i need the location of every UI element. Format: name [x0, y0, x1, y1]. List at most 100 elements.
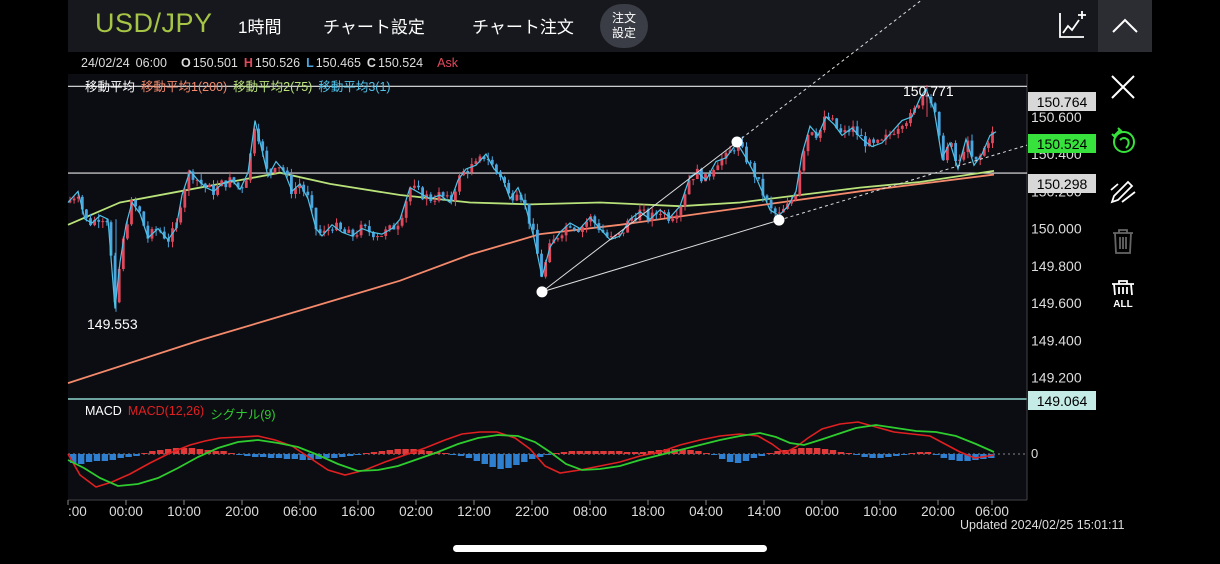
candle-body	[76, 196, 80, 199]
channel-anchor-point-2	[773, 214, 785, 226]
x-tick-label: 04:00	[689, 504, 723, 519]
timeframe-button[interactable]: 1時間	[238, 18, 282, 37]
ma-legend: 移動平均 移動平均1(200) 移動平均2(75) 移動平均3(1)	[85, 76, 391, 95]
high-label: H	[243, 56, 253, 70]
info-time: 06:00	[135, 56, 167, 70]
channel-upper-extension	[736, 0, 923, 143]
macd-histogram-bar	[956, 454, 963, 461]
trash-all-icon[interactable]: ALL	[1104, 275, 1142, 313]
pencil-draw-icon[interactable]	[1104, 172, 1142, 210]
macd-histogram-bar	[441, 453, 449, 454]
macd-histogram-bar	[331, 454, 338, 458]
candle-body	[950, 143, 953, 147]
candle-body	[704, 174, 707, 182]
ma2-path	[67, 169, 995, 226]
candle-body	[335, 222, 338, 231]
candle-body	[556, 238, 560, 240]
candle-body	[134, 200, 137, 207]
candle-body	[314, 207, 318, 230]
y-tick-label: 149.800	[1031, 258, 1082, 274]
candle-body	[794, 195, 798, 200]
candle-body	[367, 226, 371, 233]
candles	[67, 84, 997, 312]
macd-histogram-bar	[236, 454, 243, 455]
trash-all-label: ALL	[1113, 299, 1132, 309]
close-icon[interactable]	[1104, 68, 1142, 106]
macd-histogram-bar	[370, 452, 378, 454]
candle-body	[355, 235, 359, 237]
low-label: L	[306, 56, 314, 70]
candle-body	[970, 140, 974, 157]
macd-histogram-bar	[457, 454, 465, 456]
macd-histogram-bar	[267, 454, 275, 458]
chevron-up-icon[interactable]	[1098, 0, 1152, 52]
candle-body	[724, 152, 728, 159]
macd-histogram-bar	[489, 454, 496, 467]
magnet-icon[interactable]	[1104, 122, 1142, 160]
macd-histogram-bar	[964, 454, 971, 461]
macd-histogram-bar	[932, 454, 940, 455]
candle-body	[130, 200, 133, 225]
macd-histogram-bar	[600, 451, 607, 454]
candle-body	[716, 165, 720, 171]
chart-add-icon[interactable]	[1058, 11, 1086, 39]
candle-body	[265, 150, 269, 169]
macd-histogram-bar	[742, 454, 750, 461]
candle-body	[585, 221, 588, 227]
macd-histogram-bar	[149, 451, 156, 454]
symbol-title[interactable]: USD/JPY	[95, 8, 213, 38]
order-settings-label-1: 注文	[611, 11, 636, 25]
macd-histogram-bar	[647, 451, 655, 454]
macd-histogram-bar	[299, 454, 306, 460]
macd-histogram-bar	[125, 454, 132, 457]
candle-body	[540, 253, 543, 277]
x-tick-label: 00:00	[109, 504, 143, 519]
macd-histogram-bar	[521, 454, 528, 462]
macd-histogram-bar	[916, 452, 924, 454]
candle-body	[929, 96, 933, 104]
macd-histogram-bar	[845, 453, 853, 454]
macd-line-legend[interactable]: MACD(12,26)	[127, 404, 205, 418]
candle-body	[285, 170, 289, 175]
candle-body	[671, 218, 675, 221]
candle-body	[798, 170, 802, 196]
macd-histogram-bar	[347, 454, 354, 456]
candle-body	[429, 194, 433, 201]
macd-histogram-bar	[576, 451, 583, 454]
macd-histogram-bar	[77, 454, 85, 464]
candle-body	[138, 206, 142, 212]
macd-histogram-bar	[829, 450, 837, 454]
candle-body	[954, 143, 957, 162]
macd-histogram-bar	[426, 451, 433, 454]
signal-line-legend[interactable]: シグナル(9)	[210, 408, 276, 422]
candle-body	[203, 183, 207, 188]
candle-body	[126, 224, 129, 239]
ma3-legend[interactable]: 移動平均3(1)	[318, 80, 391, 94]
chart-order-button[interactable]: チャート注文	[472, 18, 574, 37]
candle-body	[101, 221, 105, 223]
candle-body	[298, 184, 301, 189]
ma2-legend[interactable]: 移動平均2(75)	[233, 80, 313, 94]
candle-body	[831, 118, 834, 120]
chart-settings-button[interactable]: チャート設定	[323, 18, 425, 37]
macd-histogram-bar	[307, 454, 314, 460]
candle-body	[843, 130, 847, 133]
candle-body	[413, 185, 416, 188]
candle-body	[802, 151, 806, 171]
candle-body	[195, 179, 199, 181]
macd-histogram-bar	[885, 454, 892, 457]
order-settings-button[interactable]: 注文 設定	[600, 4, 648, 48]
candle-body	[859, 134, 863, 137]
candle-body	[564, 226, 568, 236]
macd-histogram-bar	[259, 454, 267, 457]
home-indicator[interactable]	[453, 545, 767, 552]
ma1-legend[interactable]: 移動平均1(200)	[141, 80, 228, 94]
candle-body	[622, 232, 625, 234]
low-value: 150.465	[315, 56, 361, 70]
candle-body	[618, 233, 621, 236]
x-axis-ticks: :00 00:00 10:00 20:00 06:00 16:00 02:00 12:00 22…	[67, 500, 1009, 519]
candle-body	[896, 128, 900, 134]
candle-body	[277, 167, 281, 169]
macd-histogram-bar	[766, 453, 773, 454]
